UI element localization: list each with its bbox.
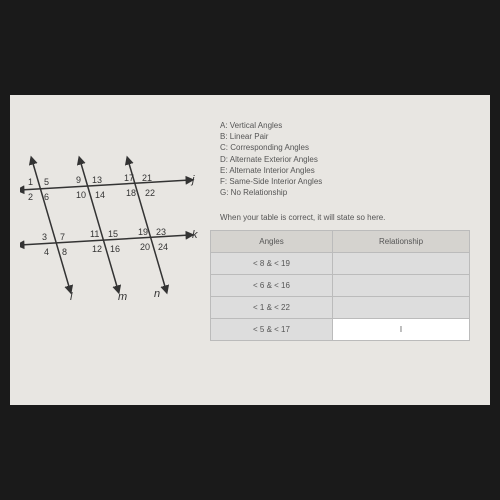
- table-row: < 8 & < 19: [211, 253, 470, 275]
- svg-text:18: 18: [126, 188, 136, 198]
- svg-text:10: 10: [76, 190, 86, 200]
- relationship-cell[interactable]: [333, 275, 470, 297]
- svg-text:4: 4: [44, 247, 49, 257]
- svg-text:19: 19: [138, 227, 148, 237]
- table-header-row: Angles Relationship: [211, 231, 470, 253]
- svg-text:20: 20: [140, 242, 150, 252]
- table-row: < 5 & < 17 I: [211, 319, 470, 341]
- legend-d: D: Alternate Exterior Angles: [220, 154, 480, 165]
- label-k: k: [192, 229, 198, 241]
- svg-text:22: 22: [145, 188, 155, 198]
- legend: A: Vertical Angles B: Linear Pair C: Cor…: [220, 120, 480, 198]
- table-row: < 1 & < 22: [211, 297, 470, 319]
- svg-text:16: 16: [110, 244, 120, 254]
- answer-table: Angles Relationship < 8 & < 19 < 6 & < 1…: [210, 230, 470, 341]
- label-j: j: [190, 174, 195, 186]
- relationship-cell[interactable]: [333, 253, 470, 275]
- legend-e: E: Alternate Interior Angles: [220, 165, 480, 176]
- legend-b: B: Linear Pair: [220, 131, 480, 142]
- hint-text: When your table is correct, it will stat…: [220, 213, 480, 222]
- right-panel: A: Vertical Angles B: Linear Pair C: Cor…: [210, 105, 480, 341]
- svg-text:13: 13: [92, 175, 102, 185]
- svg-text:8: 8: [62, 247, 67, 257]
- svg-text:12: 12: [92, 244, 102, 254]
- svg-text:24: 24: [158, 242, 168, 252]
- relationship-input-cell[interactable]: I: [333, 319, 470, 341]
- svg-text:15: 15: [108, 229, 118, 239]
- svg-text:11: 11: [90, 229, 99, 239]
- svg-text:23: 23: [156, 227, 166, 237]
- angles-cell: < 6 & < 16: [211, 275, 333, 297]
- legend-f: F: Same-Side Interior Angles: [220, 176, 480, 187]
- label-n: n: [154, 288, 160, 300]
- angle-diagram: j k l m n 1 5 2 6 9 13 10 14 17 21 18 22: [20, 145, 200, 305]
- label-l: l: [70, 291, 73, 303]
- relationship-cell[interactable]: [333, 297, 470, 319]
- svg-text:21: 21: [142, 173, 152, 183]
- header-relationship: Relationship: [333, 231, 470, 253]
- svg-text:1: 1: [28, 177, 33, 187]
- svg-text:6: 6: [44, 192, 49, 202]
- angles-cell: < 1 & < 22: [211, 297, 333, 319]
- svg-text:7: 7: [60, 232, 65, 242]
- svg-text:3: 3: [42, 232, 47, 242]
- angles-cell: < 5 & < 17: [211, 319, 333, 341]
- svg-text:2: 2: [28, 192, 33, 202]
- angles-cell: < 8 & < 19: [211, 253, 333, 275]
- content-row: j k l m n 1 5 2 6 9 13 10 14 17 21 18 22: [20, 105, 480, 341]
- legend-c: C: Corresponding Angles: [220, 142, 480, 153]
- legend-a: A: Vertical Angles: [220, 120, 480, 131]
- header-angles: Angles: [211, 231, 333, 253]
- label-m: m: [118, 291, 127, 303]
- svg-text:14: 14: [95, 190, 105, 200]
- worksheet-page: j k l m n 1 5 2 6 9 13 10 14 17 21 18 22: [10, 95, 490, 405]
- svg-text:9: 9: [76, 175, 81, 185]
- svg-text:17: 17: [124, 173, 134, 183]
- legend-g: G: No Relationship: [220, 187, 480, 198]
- table-row: < 6 & < 16: [211, 275, 470, 297]
- svg-text:5: 5: [44, 177, 49, 187]
